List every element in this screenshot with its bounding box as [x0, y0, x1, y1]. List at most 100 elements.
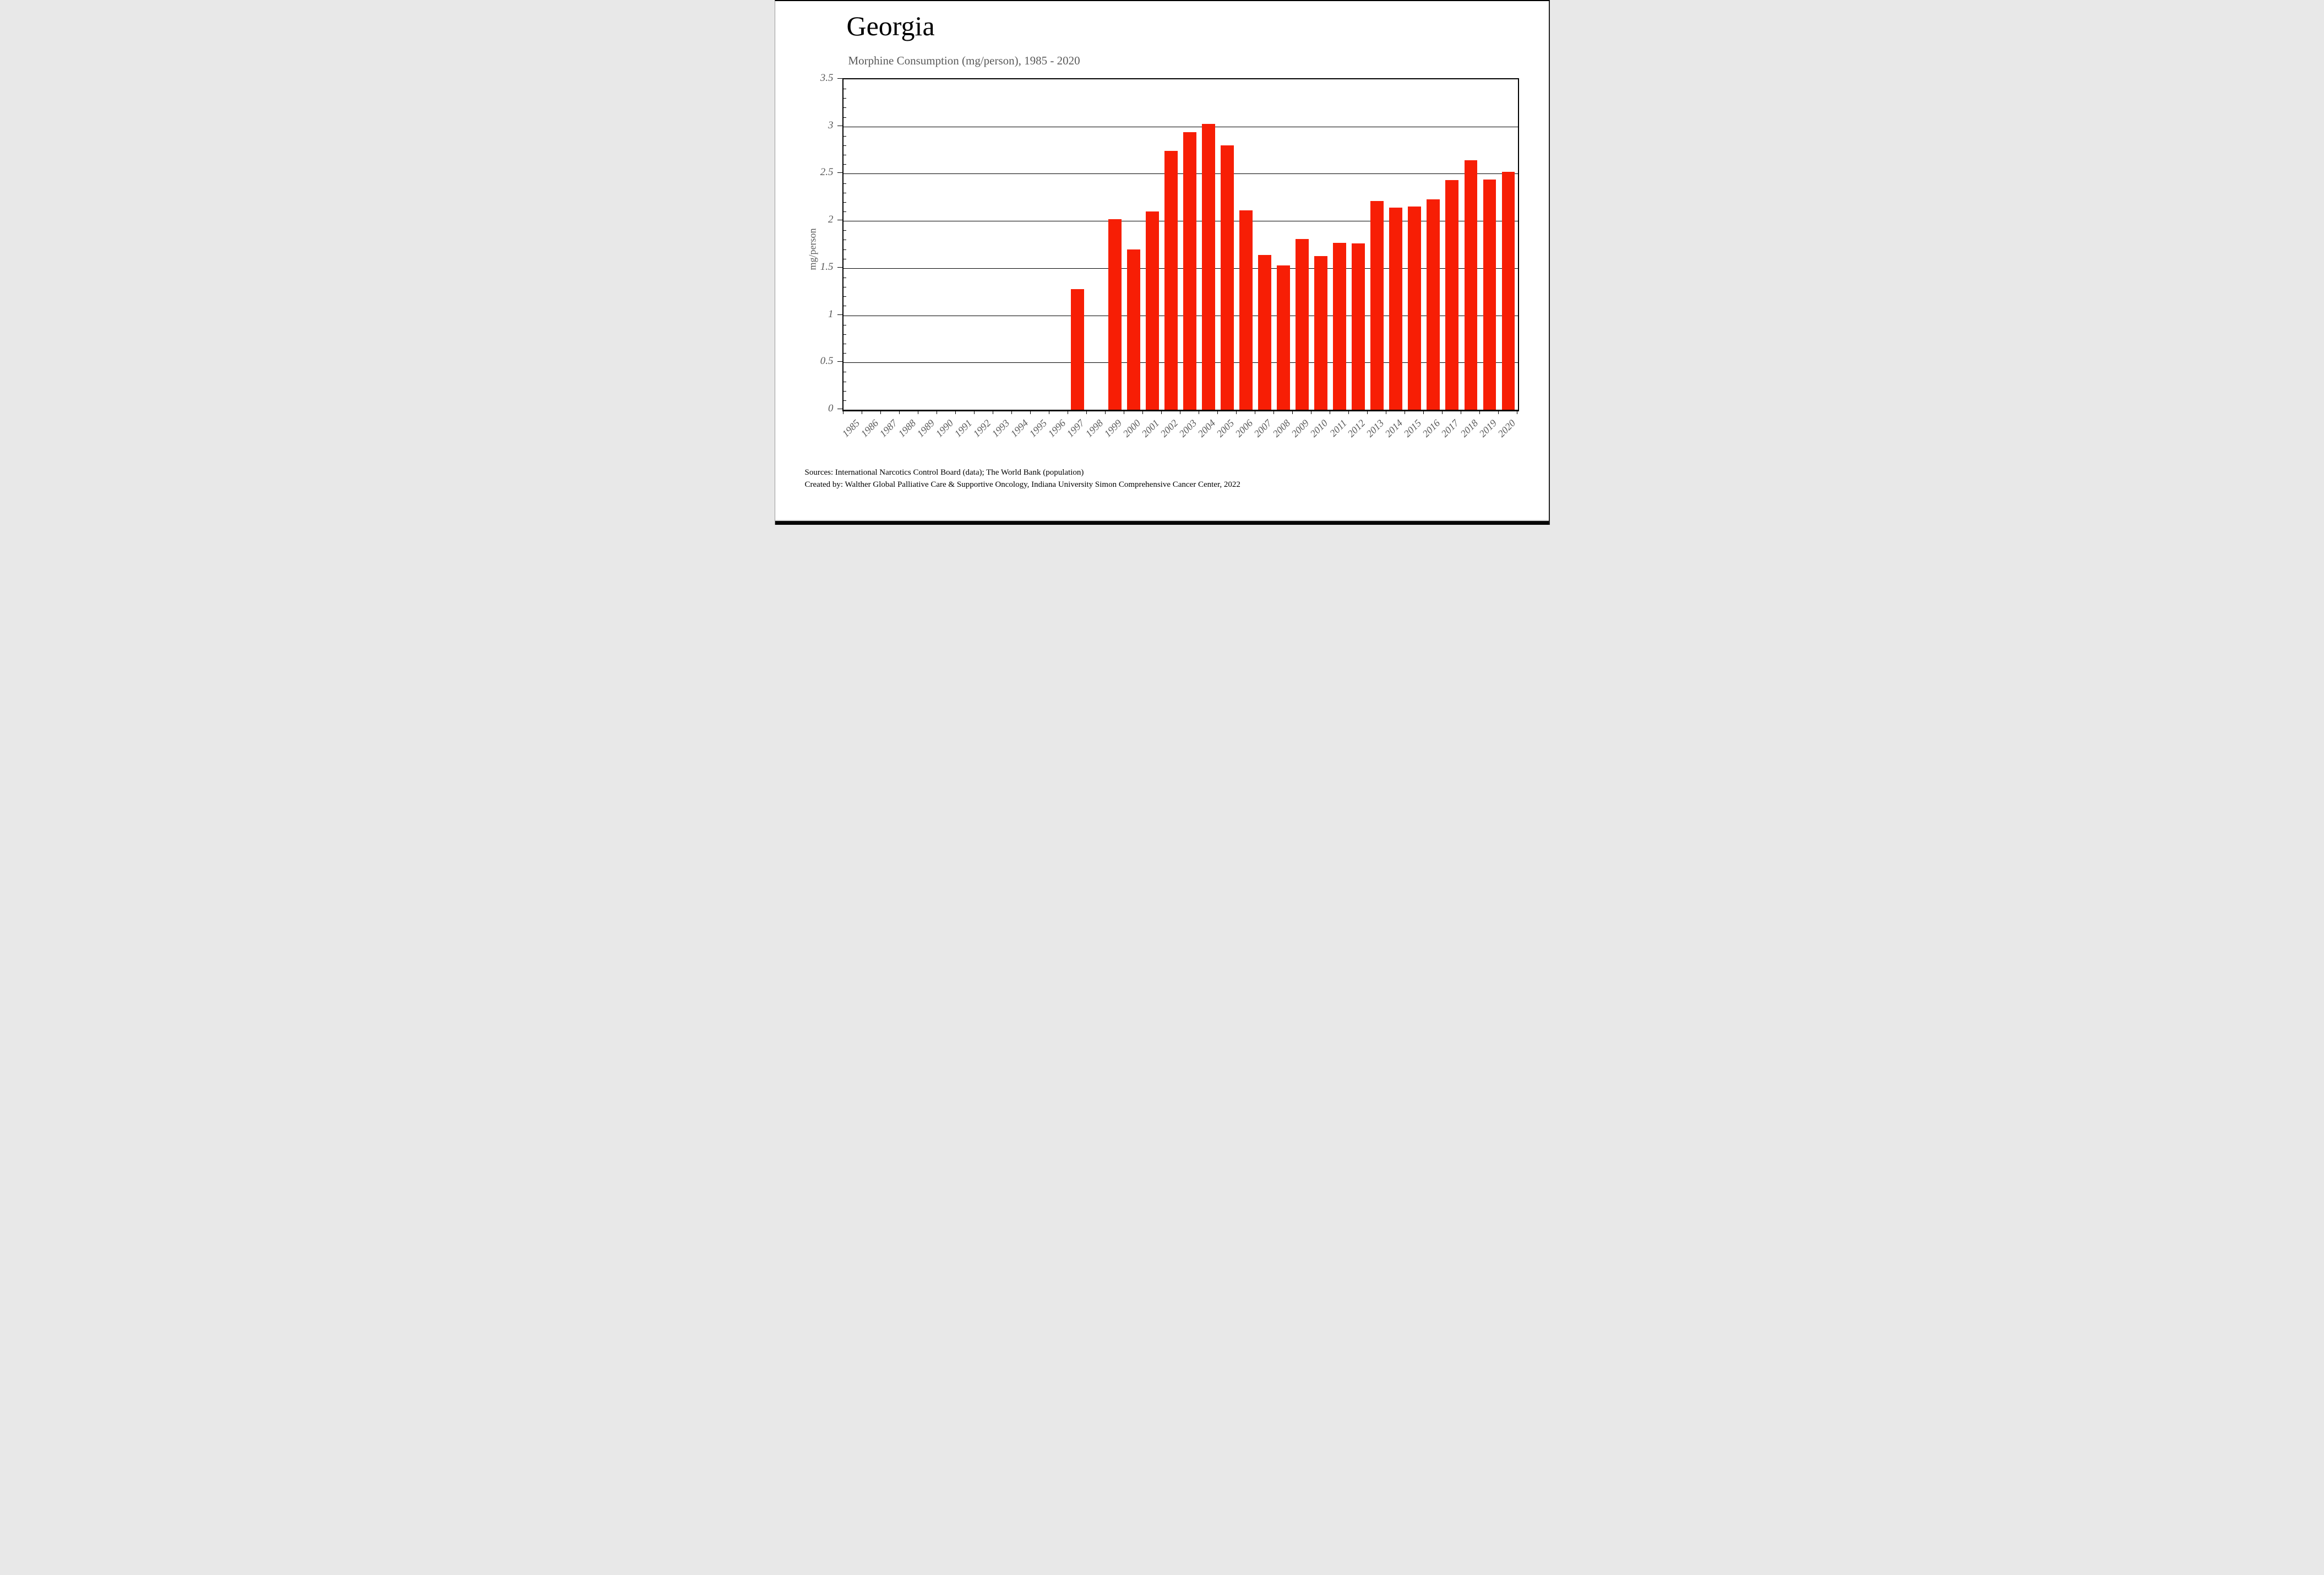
x-tick-label: 1998 — [1083, 417, 1106, 439]
bar-2013 — [1370, 201, 1384, 410]
bar-2017 — [1445, 180, 1459, 410]
x-axis-tick — [973, 410, 975, 414]
x-tick-label: 1989 — [915, 417, 937, 439]
x-tick-label: 2011 — [1327, 417, 1349, 439]
bar-2015 — [1408, 207, 1422, 410]
x-tick-label: 1985 — [840, 417, 862, 439]
y-minor-tick — [843, 202, 846, 203]
x-axis-tick — [1348, 410, 1349, 414]
x-tick-label: 1997 — [1064, 417, 1087, 439]
x-axis-tick — [955, 410, 956, 414]
y-tick-label: 1 — [828, 308, 834, 320]
x-tick-label: 1990 — [933, 417, 955, 439]
x-tick-label: 2000 — [1120, 417, 1143, 439]
y-tick-label: 2.5 — [820, 166, 834, 178]
x-axis-tick — [1273, 410, 1275, 414]
x-tick-label: 2007 — [1251, 417, 1274, 439]
y-minor-tick — [843, 249, 846, 250]
x-axis-tick — [1142, 410, 1143, 414]
y-minor-tick — [843, 230, 846, 231]
x-tick-label: 2019 — [1477, 417, 1499, 439]
x-tick-label: 2001 — [1139, 417, 1162, 439]
x-axis-tick — [1236, 410, 1237, 414]
y-minor-tick — [843, 164, 846, 165]
y-major-tick — [837, 314, 842, 315]
y-minor-tick — [843, 145, 846, 146]
bar-2001 — [1146, 211, 1159, 410]
bottom-bar — [775, 520, 1549, 525]
y-minor-tick — [843, 183, 846, 184]
x-tick-label: 2002 — [1158, 417, 1180, 439]
source-credits: Sources: International Narcotics Control… — [805, 467, 1240, 491]
y-tick-label: 1.5 — [820, 260, 834, 273]
x-tick-label: 2012 — [1345, 417, 1368, 439]
x-axis-tick — [1011, 410, 1012, 414]
x-axis-tick — [1161, 410, 1162, 414]
y-minor-tick — [843, 296, 846, 297]
x-tick-label: 1988 — [896, 417, 918, 439]
bar-2008 — [1277, 265, 1291, 410]
x-tick-label: 2010 — [1308, 417, 1330, 439]
x-tick-label: 2009 — [1289, 417, 1311, 439]
source-line-2: Created by: Walther Global Palliative Ca… — [804, 480, 1240, 489]
bar-1999 — [1108, 219, 1122, 410]
bar-2011 — [1333, 242, 1347, 410]
y-major-tick — [837, 78, 842, 79]
x-axis-tick — [1292, 410, 1293, 414]
x-tick-label: 1994 — [1008, 417, 1030, 439]
x-tick-label: 1999 — [1102, 417, 1124, 439]
bar-2018 — [1464, 160, 1478, 410]
chart-slide: Georgia Morphine Consumption (mg/person)… — [774, 0, 1550, 525]
x-tick-label: 2003 — [1177, 417, 1199, 439]
x-tick-label: 2013 — [1364, 417, 1386, 439]
x-axis-tick — [1030, 410, 1031, 414]
bar-2003 — [1183, 132, 1196, 410]
x-axis-tick — [1442, 410, 1443, 414]
bar-2010 — [1314, 256, 1328, 410]
y-tick-label: 2 — [828, 214, 834, 226]
x-axis-tick — [880, 410, 881, 414]
x-tick-label: 2008 — [1270, 417, 1293, 439]
x-tick-label: 1996 — [1046, 417, 1068, 439]
x-tick-label: 1992 — [971, 417, 993, 439]
y-minor-tick — [843, 107, 846, 108]
x-tick-label: 2014 — [1383, 417, 1405, 439]
chart-subtitle: Morphine Consumption (mg/person), 1985 -… — [848, 54, 1080, 67]
x-tick-label: 2017 — [1439, 417, 1461, 439]
x-tick-label: 2006 — [1233, 417, 1255, 439]
bar-2019 — [1483, 179, 1496, 410]
y-major-tick — [837, 172, 842, 173]
y-minor-tick — [843, 135, 846, 137]
bar-2000 — [1127, 249, 1140, 410]
y-minor-tick — [843, 98, 846, 99]
x-axis-tick — [1367, 410, 1368, 414]
x-tick-label: 1986 — [858, 417, 880, 439]
y-major-tick — [837, 267, 842, 268]
x-axis-tick — [899, 410, 900, 414]
y-tick-label: 3 — [828, 119, 834, 131]
y-minor-tick — [843, 400, 846, 401]
x-tick-label: 1991 — [952, 417, 974, 439]
y-major-tick — [837, 361, 842, 362]
y-minor-tick — [843, 117, 846, 118]
x-tick-label: 2016 — [1420, 417, 1443, 439]
bar-2016 — [1427, 199, 1440, 410]
y-minor-tick — [843, 211, 846, 212]
x-tick-label: 2015 — [1401, 417, 1424, 439]
y-tick-label: 3.5 — [820, 72, 834, 84]
y-gridline — [843, 173, 1518, 175]
y-minor-tick — [843, 353, 846, 354]
bar-2020 — [1501, 172, 1515, 410]
x-axis-tick — [1086, 410, 1087, 414]
y-tick-label: 0 — [828, 403, 834, 414]
source-line-1: Sources: International Narcotics Control… — [804, 468, 1084, 477]
x-tick-label: 2004 — [1195, 417, 1218, 439]
x-tick-label: 1995 — [1027, 417, 1049, 439]
x-tick-label: 2020 — [1495, 417, 1517, 439]
x-tick-label: 2005 — [1214, 417, 1237, 439]
x-tick-label: 2018 — [1458, 417, 1480, 439]
plot-area — [842, 78, 1519, 411]
bar-1997 — [1070, 289, 1084, 410]
x-tick-label: 1987 — [877, 417, 899, 439]
bar-2014 — [1389, 208, 1403, 410]
